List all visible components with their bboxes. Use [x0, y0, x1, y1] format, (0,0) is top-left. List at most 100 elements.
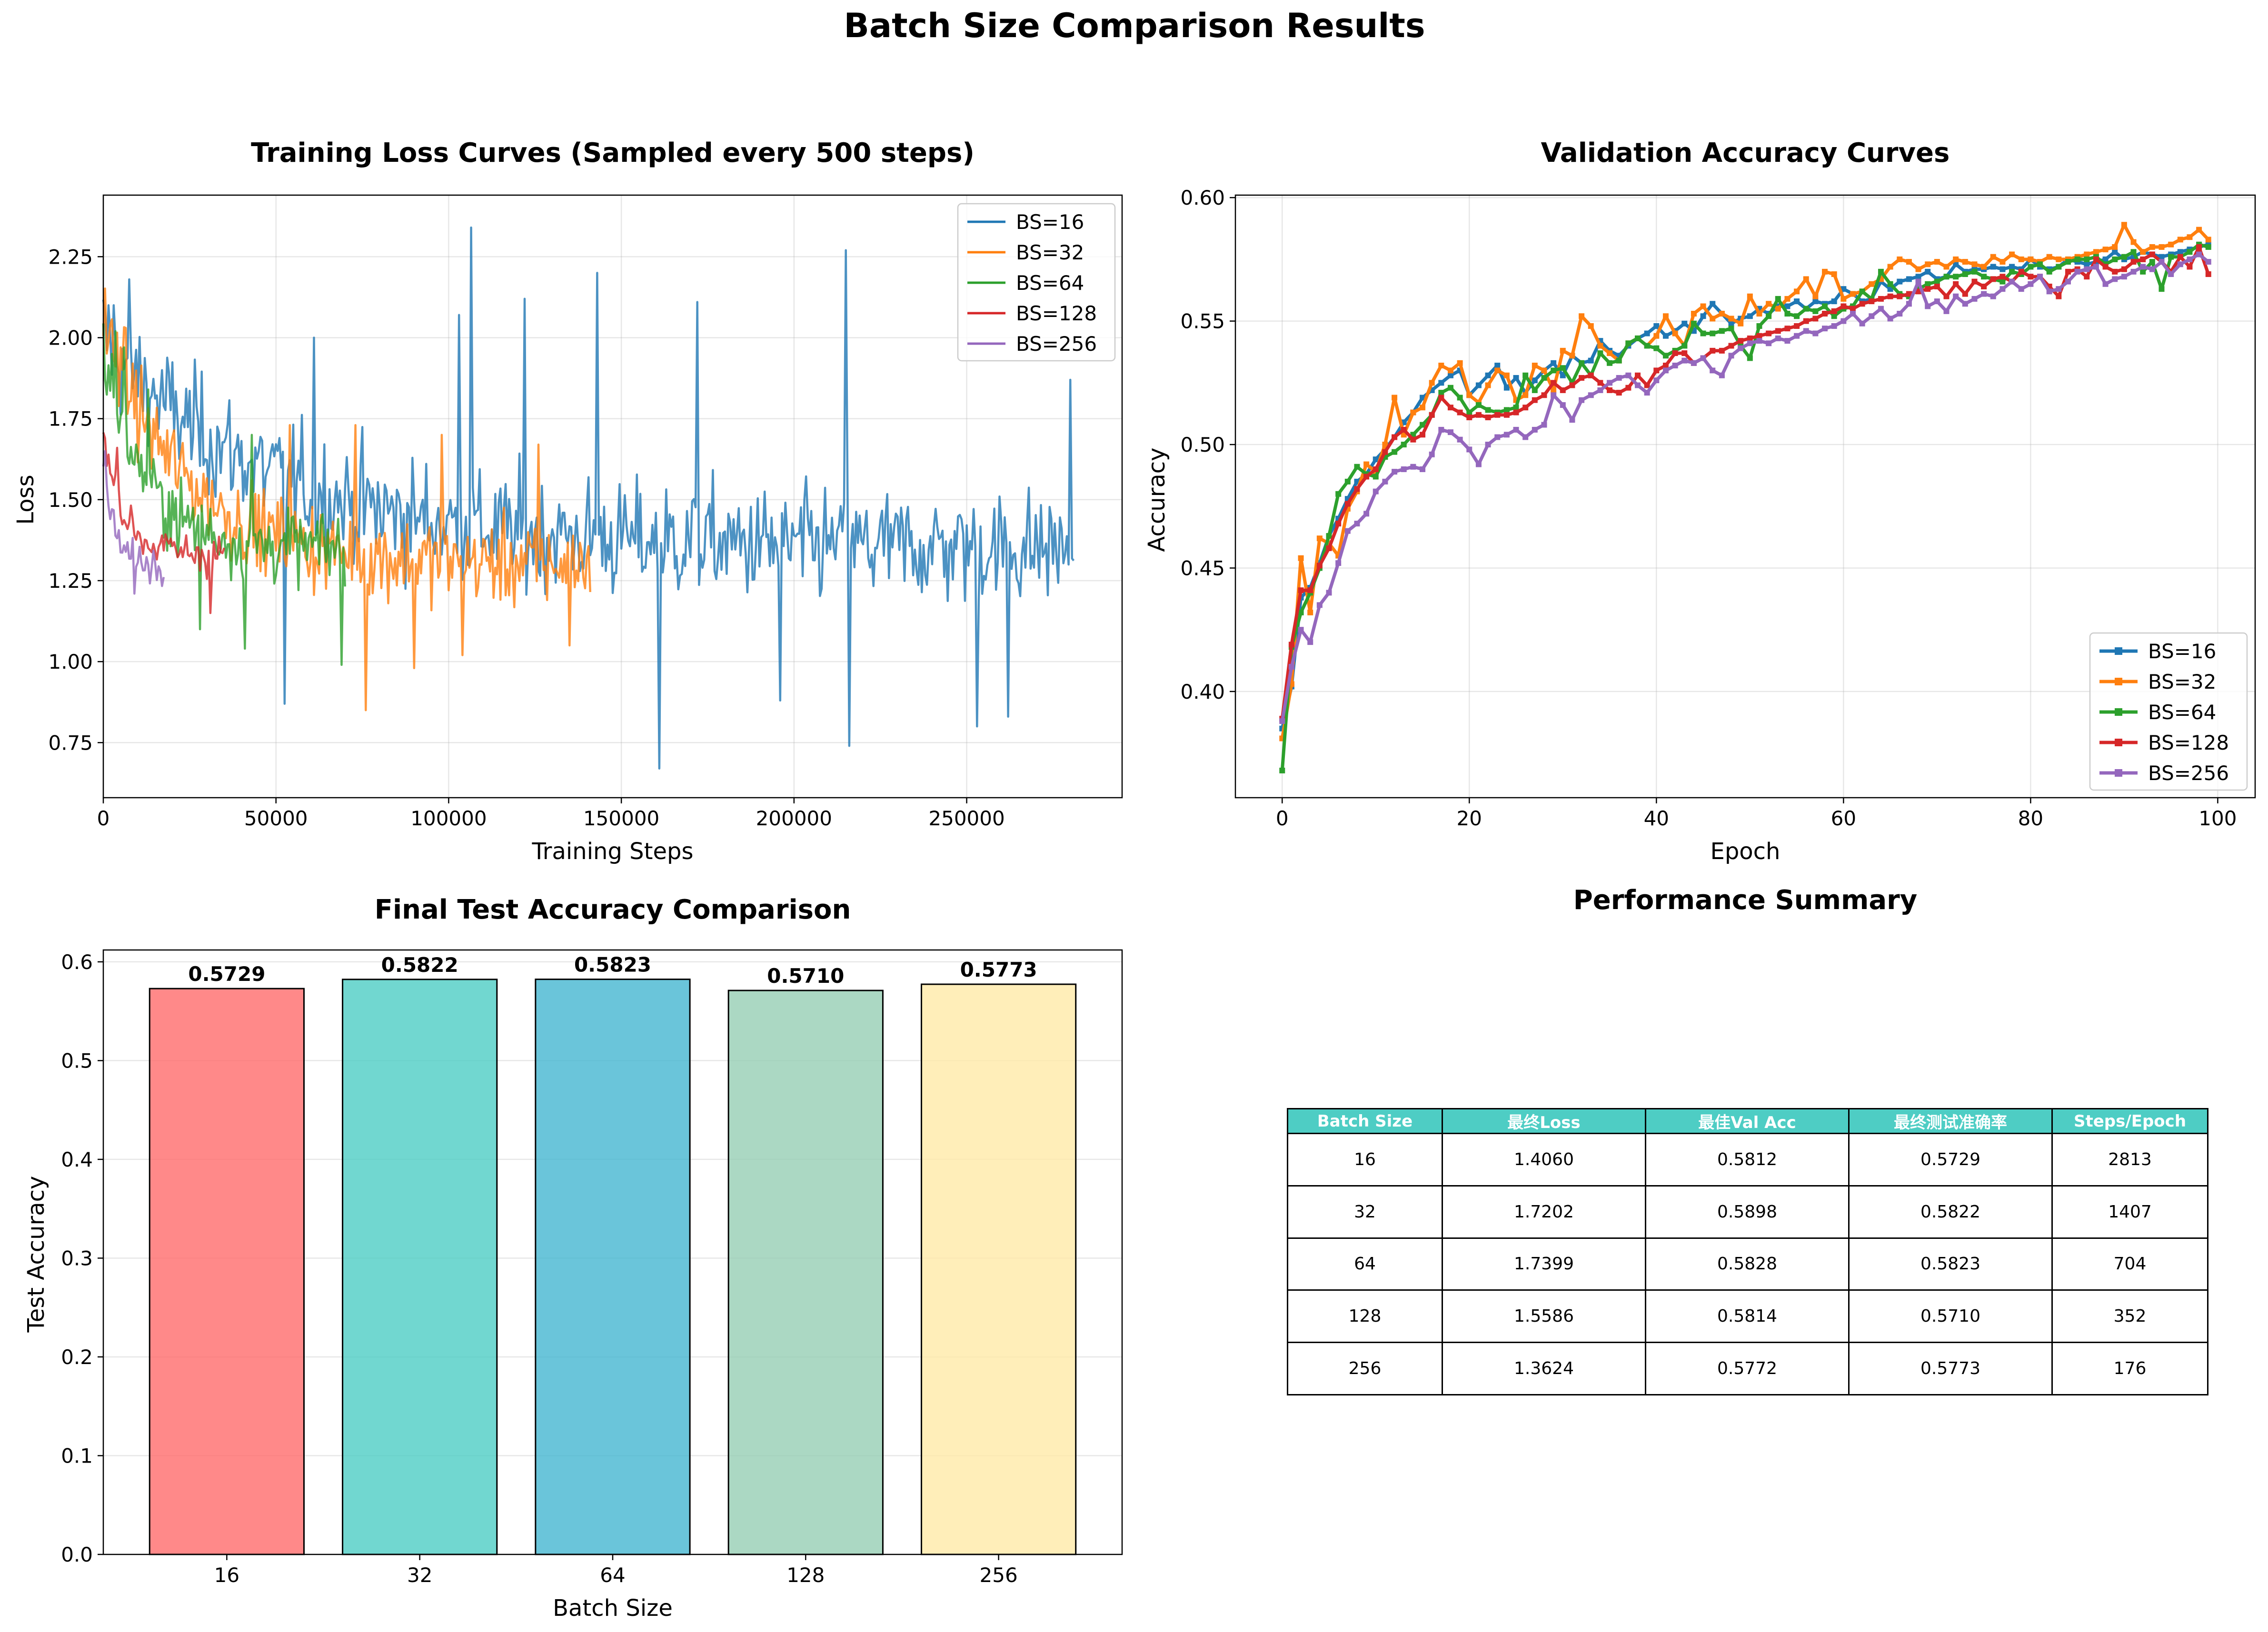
accuracy-point — [1569, 382, 1575, 388]
training-loss-title: Training Loss Curves (Sampled every 500 … — [251, 138, 975, 168]
accuracy-point — [1747, 355, 1753, 361]
y-tick-label: 0.45 — [1180, 556, 1225, 580]
accuracy-point — [1794, 288, 1800, 295]
accuracy-point — [2187, 264, 2193, 270]
accuracy-point — [2084, 261, 2090, 267]
accuracy-point — [1775, 328, 1781, 334]
accuracy-point — [2205, 271, 2211, 277]
accuracy-point — [1653, 345, 1660, 351]
accuracy-point — [1401, 442, 1407, 448]
accuracy-point — [2028, 264, 2034, 270]
x-tick-label: 100000 — [410, 807, 487, 830]
accuracy-point — [2056, 293, 2062, 299]
accuracy-point — [2130, 268, 2137, 275]
y-tick-label: 0.6 — [61, 950, 93, 974]
accuracy-point — [2093, 249, 2099, 255]
accuracy-point — [1719, 311, 1725, 317]
accuracy-point — [1551, 360, 1557, 366]
x-tick-label: 100 — [2198, 807, 2237, 830]
accuracy-point — [1457, 436, 1463, 443]
accuracy-point — [1579, 360, 1585, 366]
accuracy-point — [2112, 268, 2118, 275]
accuracy-point — [2009, 264, 2015, 270]
accuracy-point — [1532, 397, 1538, 403]
y-tick-label: 0.60 — [1180, 186, 1225, 209]
accuracy-point — [1878, 268, 1884, 275]
accuracy-point — [1775, 306, 1781, 312]
legend-marker — [2115, 647, 2122, 655]
accuracy-point — [2046, 254, 2052, 260]
accuracy-point — [2028, 281, 2034, 287]
accuracy-point — [1925, 268, 1931, 275]
accuracy-point — [1794, 323, 1800, 329]
accuracy-point — [1607, 350, 1613, 356]
accuracy-point — [1485, 407, 1491, 413]
accuracy-point — [1953, 256, 1959, 262]
accuracy-point — [1691, 360, 1697, 366]
axes-frame — [1234, 194, 2256, 799]
accuracy-point — [1354, 521, 1360, 527]
accuracy-point — [1934, 278, 1940, 285]
accuracy-point — [1925, 303, 1931, 309]
accuracy-point — [1691, 311, 1697, 317]
y-tick-label: 2.25 — [48, 245, 93, 268]
accuracy-point — [1635, 382, 1641, 388]
accuracy-point — [2140, 249, 2146, 255]
accuracy-point — [1822, 268, 1828, 275]
accuracy-point — [1420, 405, 1426, 411]
legend-box — [2089, 632, 2248, 791]
accuracy-point — [1429, 380, 1435, 386]
accuracy-point — [1466, 409, 1472, 415]
training-loss-plot-background — [103, 195, 1122, 798]
accuracy-point — [1363, 474, 1370, 480]
header-final-test-acc: 最终测试准确率 — [1848, 1108, 2053, 1134]
x-tick-label: 0 — [97, 807, 110, 830]
accuracy-point — [1681, 350, 1688, 356]
accuracy-point — [1597, 343, 1603, 349]
accuracy-point — [1822, 311, 1828, 317]
accuracy-point — [2177, 254, 2183, 260]
accuracy-point — [1710, 330, 1716, 336]
bar-64 — [535, 979, 691, 1555]
y-tick-label: 0.50 — [1180, 433, 1225, 456]
accuracy-point — [1653, 377, 1660, 384]
table-cell: 32 — [1287, 1185, 1443, 1239]
table-cell: 1.5586 — [1442, 1289, 1646, 1344]
accuracy-point — [1513, 426, 1519, 433]
accuracy-point — [1662, 367, 1669, 374]
accuracy-point — [1551, 380, 1557, 386]
accuracy-point — [1475, 461, 1482, 467]
y-tick-label: 0.5 — [61, 1049, 93, 1072]
accuracy-point — [1728, 320, 1734, 326]
accuracy-point — [2102, 264, 2109, 270]
accuracy-point — [2121, 254, 2127, 260]
accuracy-point — [1597, 350, 1603, 356]
accuracy-point — [1513, 409, 1519, 415]
accuracy-point — [1784, 303, 1791, 309]
legend-label: BS=16 — [1016, 210, 1084, 234]
x-tick-label: 200000 — [756, 807, 832, 830]
accuracy-point — [1494, 363, 1501, 369]
y-tick-label: 1.25 — [48, 569, 93, 593]
accuracy-point — [2018, 268, 2024, 275]
accuracy-point — [1335, 521, 1342, 527]
accuracy-point — [1607, 380, 1613, 386]
accuracy-point — [2121, 274, 2127, 280]
accuracy-point — [1392, 469, 1398, 475]
bar-value-label: 0.5822 — [381, 953, 458, 977]
accuracy-point — [1662, 333, 1669, 339]
accuracy-point — [2112, 276, 2118, 282]
accuracy-point — [1503, 372, 1510, 378]
accuracy-point — [2009, 251, 2015, 257]
accuracy-point — [1316, 602, 1323, 608]
accuracy-point — [1382, 449, 1388, 455]
accuracy-point — [1719, 372, 1725, 378]
accuracy-point — [2149, 259, 2155, 265]
accuracy-point — [1560, 372, 1566, 378]
accuracy-point — [1756, 311, 1762, 317]
accuracy-point — [2121, 266, 2127, 272]
table-header-row: Batch Size 最终Loss 最佳Val Acc 最终测试准确率 Step… — [1287, 1108, 2208, 1134]
table-cell: 1.3624 — [1442, 1342, 1646, 1395]
accuracy-point — [2112, 244, 2118, 250]
accuracy-point — [1326, 533, 1332, 539]
